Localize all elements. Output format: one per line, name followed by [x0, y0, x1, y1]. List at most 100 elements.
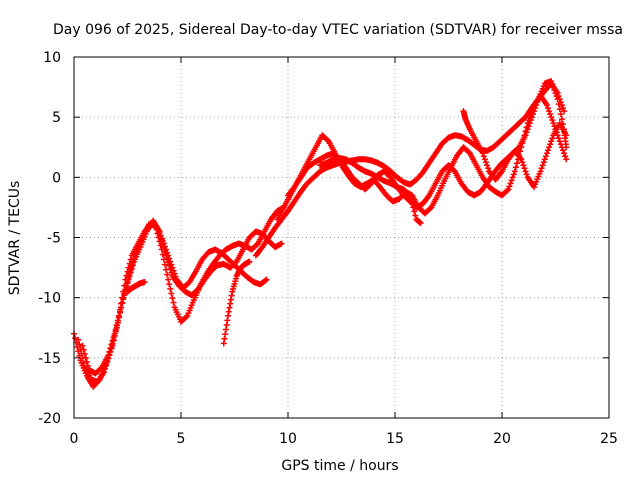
data-point: [507, 180, 514, 187]
data-point: [555, 135, 562, 142]
data-point: [159, 240, 166, 247]
data-point: [168, 290, 175, 297]
data-point: [561, 150, 568, 157]
data-point: [520, 162, 527, 169]
data-point: [112, 326, 119, 333]
x-tick-label: 10: [279, 431, 297, 447]
data-point: [141, 279, 148, 286]
data-point: [161, 248, 168, 255]
data-point: [485, 165, 492, 172]
data-point: [523, 171, 530, 178]
data-point: [558, 116, 565, 123]
data-point: [526, 120, 533, 127]
data-point: [115, 313, 122, 320]
data-point: [504, 187, 511, 194]
data-point: [537, 168, 544, 175]
axis-ticks: 0 5 10 15 20 25 -20 -15 -10 -5 0 5 10: [38, 50, 618, 447]
x-tick-label: 0: [70, 431, 79, 447]
data-point: [532, 105, 539, 112]
data-point: [169, 295, 176, 302]
y-tick-label: 10: [43, 50, 61, 66]
series-track-8: [285, 78, 570, 211]
data-point: [159, 251, 166, 258]
data-point: [555, 101, 562, 108]
data-point: [531, 108, 538, 115]
data-point: [556, 106, 563, 113]
data-point: [540, 159, 547, 166]
data-point: [168, 269, 175, 276]
data-point: [510, 171, 517, 178]
data-point: [232, 259, 239, 266]
data-point: [118, 304, 125, 311]
data-point: [547, 141, 554, 148]
data-point: [120, 296, 127, 303]
data-point: [547, 111, 554, 118]
series-track-9: [317, 155, 424, 227]
data-point: [519, 159, 526, 166]
data-point: [324, 137, 331, 144]
series-track-5: [220, 258, 253, 347]
data-point: [278, 240, 285, 247]
data-point: [548, 78, 555, 85]
data-point: [97, 365, 104, 372]
data-point: [548, 114, 555, 121]
data-point: [545, 147, 552, 154]
data-point: [409, 200, 416, 207]
data-point: [551, 123, 558, 130]
data-point: [557, 111, 564, 118]
data-point: [107, 345, 114, 352]
data-point: [549, 135, 556, 142]
data-point: [408, 196, 415, 203]
data-point: [525, 123, 532, 130]
data-point: [165, 259, 172, 266]
data-point: [406, 192, 413, 199]
data-point: [183, 313, 190, 320]
data-point: [517, 148, 524, 155]
data-point: [79, 342, 86, 349]
data-point: [262, 277, 269, 284]
data-point: [546, 108, 553, 115]
data-point: [105, 352, 112, 359]
data-point: [164, 271, 171, 278]
data-point: [417, 220, 424, 227]
data-point: [512, 164, 519, 171]
data-point: [559, 105, 566, 112]
data-point: [263, 276, 270, 283]
data-point: [114, 317, 121, 324]
data-point: [554, 96, 561, 103]
data-point: [521, 165, 528, 172]
data-point: [563, 156, 570, 163]
data-point: [481, 156, 488, 163]
series-track-6: [252, 80, 568, 259]
data-point: [539, 162, 546, 169]
data-point: [100, 369, 107, 376]
data-point: [127, 269, 134, 276]
y-tick-label: -15: [38, 351, 61, 367]
data-point: [482, 159, 489, 166]
data-point: [506, 183, 513, 190]
data-point: [518, 156, 525, 163]
y-tick-label: -10: [38, 291, 61, 307]
data-point: [534, 99, 541, 106]
data-point: [541, 156, 548, 163]
data-point: [548, 138, 555, 145]
x-tick-label: 15: [386, 431, 404, 447]
data-point: [427, 205, 434, 212]
data-point: [110, 334, 117, 341]
data-point: [538, 165, 545, 172]
data-point: [84, 362, 91, 369]
data-points: [71, 78, 570, 390]
y-tick-label: -5: [47, 231, 61, 247]
data-point: [561, 108, 568, 115]
data-point: [542, 153, 549, 160]
x-tick-label: 25: [600, 431, 618, 447]
data-point: [515, 145, 522, 152]
data-point: [157, 232, 164, 239]
data-point: [80, 359, 87, 366]
data-point: [556, 138, 563, 145]
data-point: [76, 341, 83, 348]
data-point: [553, 93, 560, 100]
data-point: [170, 299, 177, 306]
data-point: [161, 261, 168, 268]
y-tick-label: 0: [52, 170, 61, 186]
